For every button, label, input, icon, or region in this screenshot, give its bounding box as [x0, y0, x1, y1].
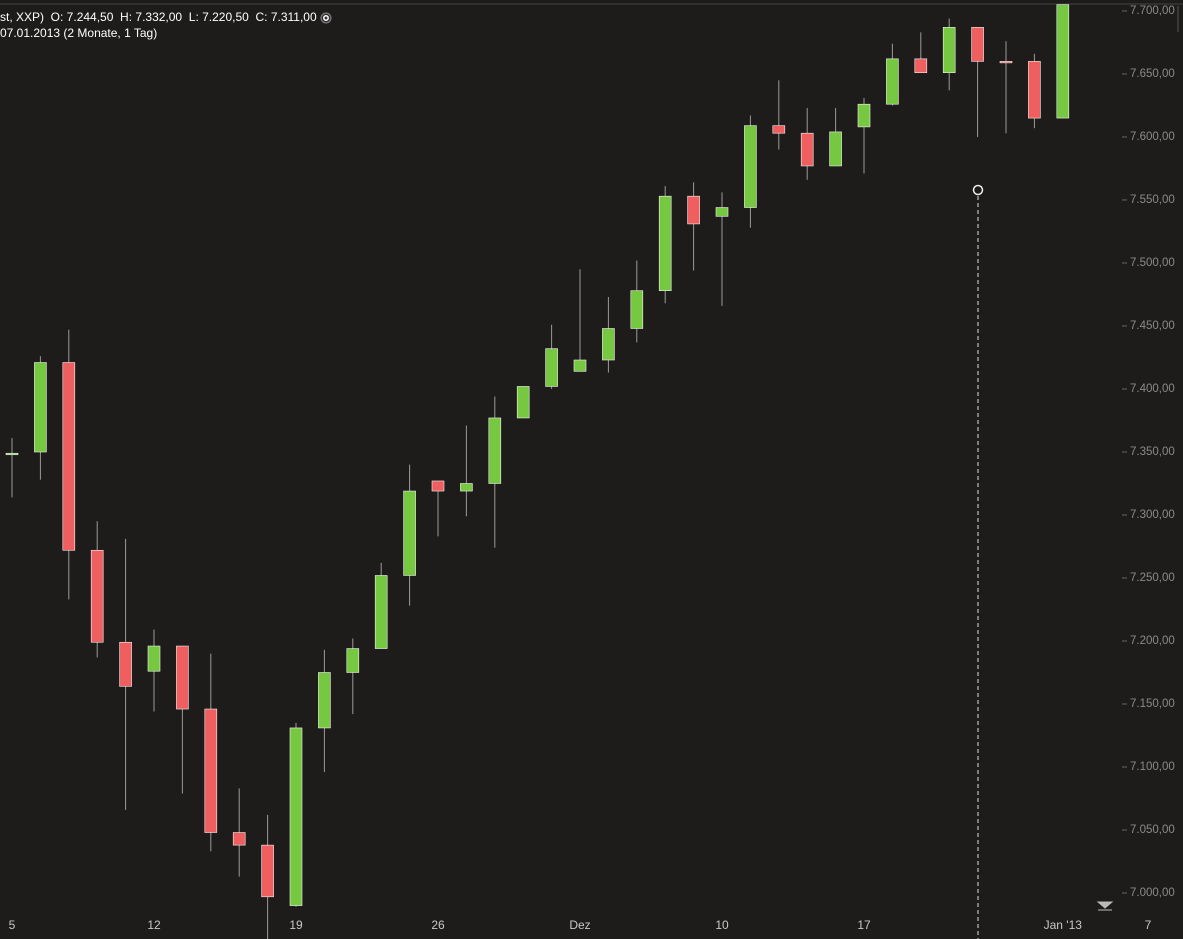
candle-body [800, 132, 814, 167]
y-tick-label: 7.250,00 [1130, 572, 1175, 584]
y-tick-label: 7.550,00 [1130, 194, 1175, 206]
y-tick-label: 7.650,00 [1130, 68, 1175, 80]
candle-body [204, 708, 218, 833]
y-tick-label: 7.600,00 [1130, 131, 1175, 143]
candle-body [914, 58, 928, 74]
y-tick-label: 7.700,00 [1130, 5, 1175, 17]
candle-body [318, 672, 331, 729]
candle-body [431, 480, 445, 492]
x-tick-label: Dez [569, 918, 590, 932]
x-tick-label: 7 [1145, 918, 1152, 932]
y-tick-label: 7.100,00 [1130, 761, 1175, 773]
candle-body [545, 348, 558, 387]
candle-body [942, 27, 956, 74]
x-tick-label: 17 [857, 918, 871, 932]
candle-body [857, 103, 871, 128]
candle-body [573, 359, 587, 372]
header-icon[interactable] [320, 12, 332, 24]
candle-body [62, 362, 76, 551]
x-tick-label: 10 [715, 918, 729, 932]
x-tick-label: 26 [431, 918, 445, 932]
candle-body [715, 207, 729, 217]
candle-body [971, 27, 984, 62]
candle-body [630, 290, 644, 329]
y-tick-label: 7.000,00 [1130, 887, 1175, 899]
candle-body [488, 417, 502, 484]
x-tick-label: Jan '13 [1044, 918, 1083, 932]
candle-body [999, 61, 1013, 64]
candle-body [1028, 61, 1041, 119]
x-tick-label: 19 [289, 918, 303, 932]
y-tick-label: 7.200,00 [1130, 635, 1175, 647]
candle-body [886, 58, 899, 105]
y-tick-label: 7.150,00 [1130, 698, 1175, 710]
candle-body [119, 641, 132, 687]
y-tick-label: 7.050,00 [1130, 824, 1175, 836]
candle-body [772, 125, 786, 134]
candle-body [289, 727, 303, 906]
candle-body [516, 386, 530, 419]
candle-body [460, 483, 473, 492]
candle-body [403, 490, 416, 576]
y-tick-label: 7.400,00 [1130, 383, 1175, 395]
candle-body [687, 195, 700, 225]
candle-body [34, 362, 47, 453]
candle-body [176, 645, 189, 710]
header-ohlc: st, XXP) O: 7.244,50 H: 7.332,00 L: 7.22… [0, 10, 317, 24]
candle-body [90, 549, 104, 643]
scroll-button[interactable] [1096, 901, 1114, 911]
crosshair-marker [972, 184, 984, 196]
x-tick-label: 12 [147, 918, 161, 932]
header-range: 07.01.2013 (2 Monate, 1 Tag) [0, 26, 157, 40]
candle-body [232, 832, 246, 846]
candle-body [147, 645, 161, 672]
x-tick-label: 5 [9, 918, 16, 932]
candle-body [346, 648, 360, 673]
candle-body [602, 328, 615, 361]
candle-body [744, 125, 757, 208]
header-icon-dot [323, 15, 329, 21]
candle-body [374, 575, 388, 649]
y-tick-label: 7.500,00 [1130, 257, 1175, 269]
candle-body [1056, 4, 1070, 119]
y-tick-label: 7.450,00 [1130, 320, 1175, 332]
candle-body [5, 452, 19, 456]
y-tick-label: 7.350,00 [1130, 446, 1175, 458]
candle-body [658, 195, 672, 291]
y-tick-label: 7.300,00 [1130, 509, 1175, 521]
candle-body [829, 131, 842, 167]
candle-body [261, 844, 274, 898]
